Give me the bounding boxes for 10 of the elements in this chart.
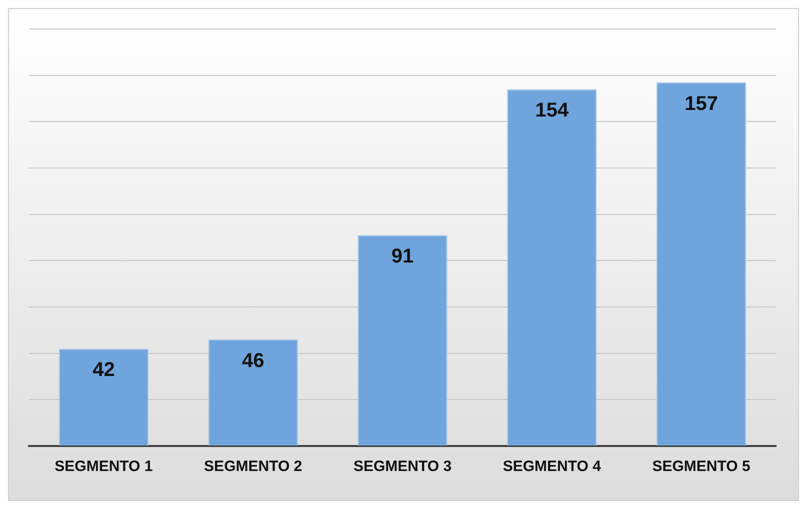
x-tick-label: SEGMENTO 4 xyxy=(502,458,602,476)
data-label: 42 xyxy=(92,359,115,382)
data-label: 154 xyxy=(535,100,570,122)
data-label: 157 xyxy=(684,92,718,115)
data-label: 46 xyxy=(242,350,264,372)
x-tick-label: SEGMENTO 5 xyxy=(652,458,750,476)
x-tick-label: SEGMENTO 3 xyxy=(353,458,452,476)
x-tick-label: SEGMENTO 1 xyxy=(54,458,153,476)
data-label: 91 xyxy=(391,246,414,268)
x-tick-label: SEGMENTO 2 xyxy=(204,458,302,476)
